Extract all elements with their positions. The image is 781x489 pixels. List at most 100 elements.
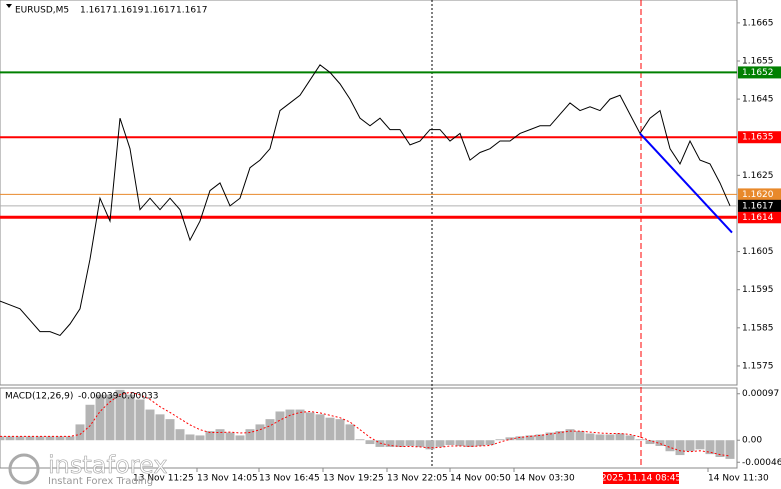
y-tick-label: 0.00 xyxy=(742,436,762,446)
macd-bar xyxy=(165,419,175,441)
cursor-label: 2025.11.14 08:45 xyxy=(601,474,681,484)
ohlc-value: 1.1617 xyxy=(80,6,112,16)
macd-bar xyxy=(45,436,55,441)
y-tick-label: 0.00097 xyxy=(742,389,779,399)
macd-bar xyxy=(55,436,65,441)
macd-title: MACD(12,26,9) xyxy=(5,392,73,402)
x-tick-label: 14 Nov 11:30 xyxy=(708,474,769,484)
macd-bar xyxy=(485,440,495,446)
macd-bar xyxy=(195,435,205,441)
macd-bar xyxy=(625,435,635,441)
macd-bar xyxy=(445,440,455,446)
macd-bar xyxy=(665,440,675,452)
y-tick-label: 1.1655 xyxy=(742,56,774,66)
current-price-label: 1.1617 xyxy=(742,201,774,211)
macd-bar xyxy=(495,439,505,441)
macd-bar xyxy=(635,439,645,441)
macd-bar xyxy=(465,440,475,447)
y-tick-label: -0.00046 xyxy=(742,458,781,468)
ohlc-value: 1.1617 xyxy=(176,6,208,16)
macd-frame xyxy=(0,387,738,469)
macd-bar xyxy=(385,440,395,447)
level-label: 1.1652 xyxy=(742,68,774,78)
macd-bar xyxy=(305,412,315,441)
macd-bar xyxy=(145,409,155,441)
macd-bar xyxy=(245,429,255,441)
macd-bar xyxy=(25,436,35,441)
macd-bar xyxy=(475,440,485,446)
macd-bar xyxy=(365,440,375,445)
macd-bar xyxy=(0,436,5,441)
y-tick-label: 1.1665 xyxy=(742,18,774,28)
x-tick-label: 13 Nov 11:25 xyxy=(133,474,194,484)
macd-value: -0.00039 xyxy=(78,392,119,402)
macd-bar xyxy=(715,440,725,457)
macd-bar xyxy=(175,429,185,441)
y-tick-label: 1.1585 xyxy=(742,323,774,333)
level-label: 1.1620 xyxy=(742,190,774,200)
macd-bar xyxy=(515,436,525,441)
macd-bar xyxy=(265,419,275,441)
macd-bar xyxy=(555,431,565,441)
chart-title: EURUSD,M5 xyxy=(15,6,69,16)
y-tick-label: 1.1645 xyxy=(742,95,774,105)
y-tick-label: 1.1575 xyxy=(742,361,774,371)
macd-bar xyxy=(405,440,415,446)
macd-bar xyxy=(115,389,125,441)
macd-bar xyxy=(575,431,585,441)
macd-bar xyxy=(205,431,215,441)
macd-bar xyxy=(725,440,735,459)
macd-bar xyxy=(85,404,95,441)
level-label-bg xyxy=(738,188,781,201)
ohlc-value: 1.1619 xyxy=(112,6,144,16)
macd-bar xyxy=(355,439,365,441)
macd-bar xyxy=(455,440,465,446)
macd-bar xyxy=(335,419,345,441)
macd-bar xyxy=(645,440,655,445)
macd-bar xyxy=(135,399,145,441)
macd-bar xyxy=(605,434,615,441)
macd-bar xyxy=(345,424,355,441)
x-tick-label: 13 Nov 14:05 xyxy=(197,474,258,484)
x-tick-label: 14 Nov 03:30 xyxy=(514,474,575,484)
macd-bar xyxy=(65,436,75,441)
macd-bar xyxy=(275,411,285,441)
macd-bar xyxy=(615,433,625,441)
macd-bar xyxy=(325,417,335,441)
macd-bar xyxy=(215,429,225,441)
macd-bar xyxy=(105,394,115,441)
macd-bar xyxy=(595,434,605,441)
macd-bar xyxy=(225,432,235,441)
macd-bar xyxy=(395,440,405,447)
macd-bar xyxy=(95,394,105,441)
macd-bar xyxy=(685,440,695,452)
y-tick-label: 1.1625 xyxy=(742,171,774,181)
macd-bar xyxy=(435,440,445,447)
macd-bar xyxy=(585,433,595,441)
x-tick-label: 13 Nov 19:25 xyxy=(323,474,384,484)
macd-bar xyxy=(425,440,435,450)
x-tick-label: 13 Nov 22:05 xyxy=(387,474,448,484)
signal-value: -0.00033 xyxy=(118,392,158,402)
macd-bar xyxy=(675,440,685,456)
macd-bar xyxy=(545,432,555,441)
level-label-bg xyxy=(738,131,781,144)
macd-bar xyxy=(415,440,425,447)
macd-bar xyxy=(5,436,15,441)
macd-bar xyxy=(235,435,245,441)
level-label: 1.1614 xyxy=(742,213,774,223)
macd-bar xyxy=(535,434,545,441)
level-label-bg xyxy=(738,211,781,224)
macd-bar xyxy=(75,424,85,441)
macd-bar xyxy=(565,429,575,441)
macd-bar xyxy=(155,414,165,441)
main-frame xyxy=(0,0,738,386)
ohlc-value: 1.1617 xyxy=(144,6,176,16)
macd-bar xyxy=(295,409,305,441)
x-tick-label: 14 Nov 00:50 xyxy=(450,474,511,484)
level-label: 1.1635 xyxy=(742,133,774,143)
x-tick-label: 13 Nov 16:45 xyxy=(259,474,320,484)
